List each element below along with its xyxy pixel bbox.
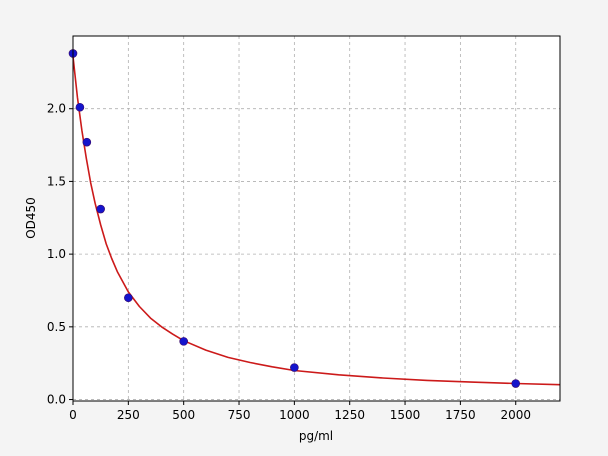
fit-curve xyxy=(72,56,561,386)
x-tick-label: 1750 xyxy=(445,408,476,422)
plot-frame xyxy=(72,35,561,402)
x-axis-ticks: 0 250 500 750 1000 1250 1500 1750 2000 xyxy=(69,401,531,422)
data-point xyxy=(179,337,188,346)
x-tick-label: 1000 xyxy=(279,408,310,422)
grid-lines xyxy=(72,36,560,401)
x-tick-label: 2000 xyxy=(500,408,531,422)
x-tick-label: 250 xyxy=(117,408,140,422)
x-tick-label: 750 xyxy=(228,408,251,422)
data-points-layer xyxy=(68,49,521,388)
data-point xyxy=(290,363,299,372)
y-tick-label: 0.0 xyxy=(47,393,66,407)
y-axis-ticks: 0.0 0.5 1.0 1.5 2.0 xyxy=(47,102,73,407)
data-point xyxy=(96,204,105,214)
y-tick-label: 0.5 xyxy=(47,320,66,334)
plot-background xyxy=(73,36,560,401)
x-tick-label: 0 xyxy=(69,408,77,422)
data-point xyxy=(511,379,521,388)
y-tick-label: 2.0 xyxy=(47,102,66,116)
y-tick-label: 1.0 xyxy=(47,247,66,261)
data-point xyxy=(124,293,133,303)
x-axis-label: pg/ml xyxy=(299,429,333,443)
y-axis-label: OD450 xyxy=(24,197,38,239)
x-tick-label: 500 xyxy=(172,408,195,422)
x-tick-label: 1500 xyxy=(390,408,421,422)
y-tick-label: 1.5 xyxy=(47,174,66,188)
data-point xyxy=(75,102,85,112)
data-point xyxy=(82,137,92,147)
x-tick-label: 1250 xyxy=(334,408,365,422)
fit-curve-layer xyxy=(72,56,561,386)
